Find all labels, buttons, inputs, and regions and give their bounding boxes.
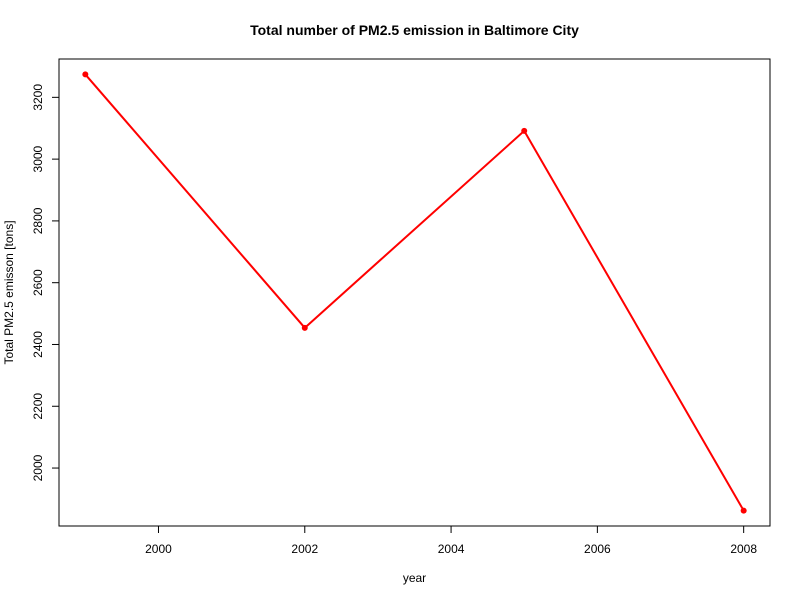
y-axis: 2000 2200 2400 2600 2800 3000 3200 bbox=[31, 84, 60, 481]
y-axis-label: Total PM2.5 emisson [tons] bbox=[2, 220, 16, 364]
x-axis-label: year bbox=[403, 571, 426, 585]
y-tick-label: 3000 bbox=[31, 145, 45, 172]
x-tick-label: 2002 bbox=[291, 542, 318, 556]
y-tick-label: 2800 bbox=[31, 207, 45, 234]
y-tick-label: 2000 bbox=[31, 454, 45, 481]
data-point bbox=[740, 507, 747, 514]
y-tick-label: 2400 bbox=[31, 331, 45, 358]
chart-title: Total number of PM2.5 emission in Baltim… bbox=[250, 22, 579, 38]
data-point bbox=[521, 127, 528, 134]
x-tick-label: 2000 bbox=[145, 542, 172, 556]
plot-frame bbox=[58, 58, 771, 527]
x-tick-label: 2008 bbox=[730, 542, 757, 556]
x-tick-label: 2006 bbox=[584, 542, 611, 556]
y-tick-label: 2600 bbox=[31, 269, 45, 296]
series-line bbox=[84, 73, 745, 512]
data-point bbox=[82, 71, 89, 78]
x-tick-label: 2004 bbox=[438, 542, 465, 556]
y-tick-label: 2200 bbox=[31, 393, 45, 420]
series-group bbox=[82, 71, 747, 514]
x-axis: 2000 2002 2004 2006 2008 bbox=[145, 525, 757, 556]
data-point bbox=[301, 324, 308, 331]
y-tick-label: 3200 bbox=[31, 84, 45, 111]
